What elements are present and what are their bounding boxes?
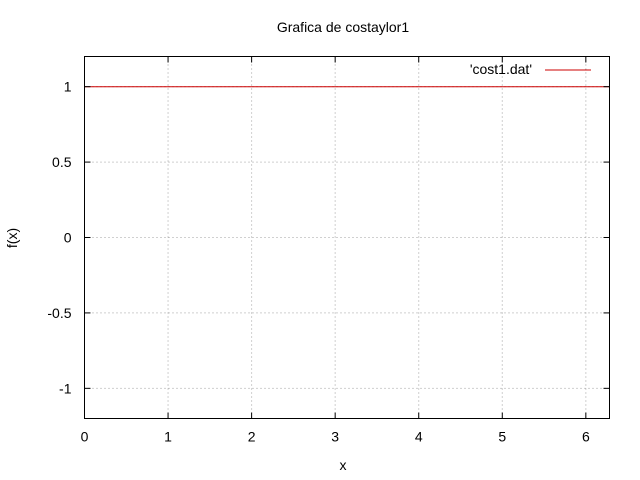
x-tick-label: 5 [498,429,506,445]
chart-title: Grafica de costaylor1 [277,19,409,35]
legend: 'cost1.dat' [470,61,591,77]
y-tick-label: 1 [64,79,72,95]
y-tick-label: 0 [64,230,72,246]
x-tick-label: 1 [164,429,172,445]
plot-frame [84,56,610,419]
y-tick-label: -1 [59,380,72,396]
y-axis-label: f(x) [4,228,20,248]
y-tick-label: 0.5 [52,154,72,170]
x-tick-label: 3 [331,429,339,445]
y-tick-label: -0.5 [47,305,71,321]
grid [84,56,610,419]
ticks: 0 1 2 3 4 5 6 -1 -0.5 0 0.5 1 [47,56,610,445]
x-axis-label: x [340,457,347,473]
x-tick-label: 0 [81,429,89,445]
legend-label: 'cost1.dat' [470,61,532,77]
x-tick-label: 6 [582,429,590,445]
x-tick-label: 2 [248,429,256,445]
x-tick-label: 4 [415,429,423,445]
